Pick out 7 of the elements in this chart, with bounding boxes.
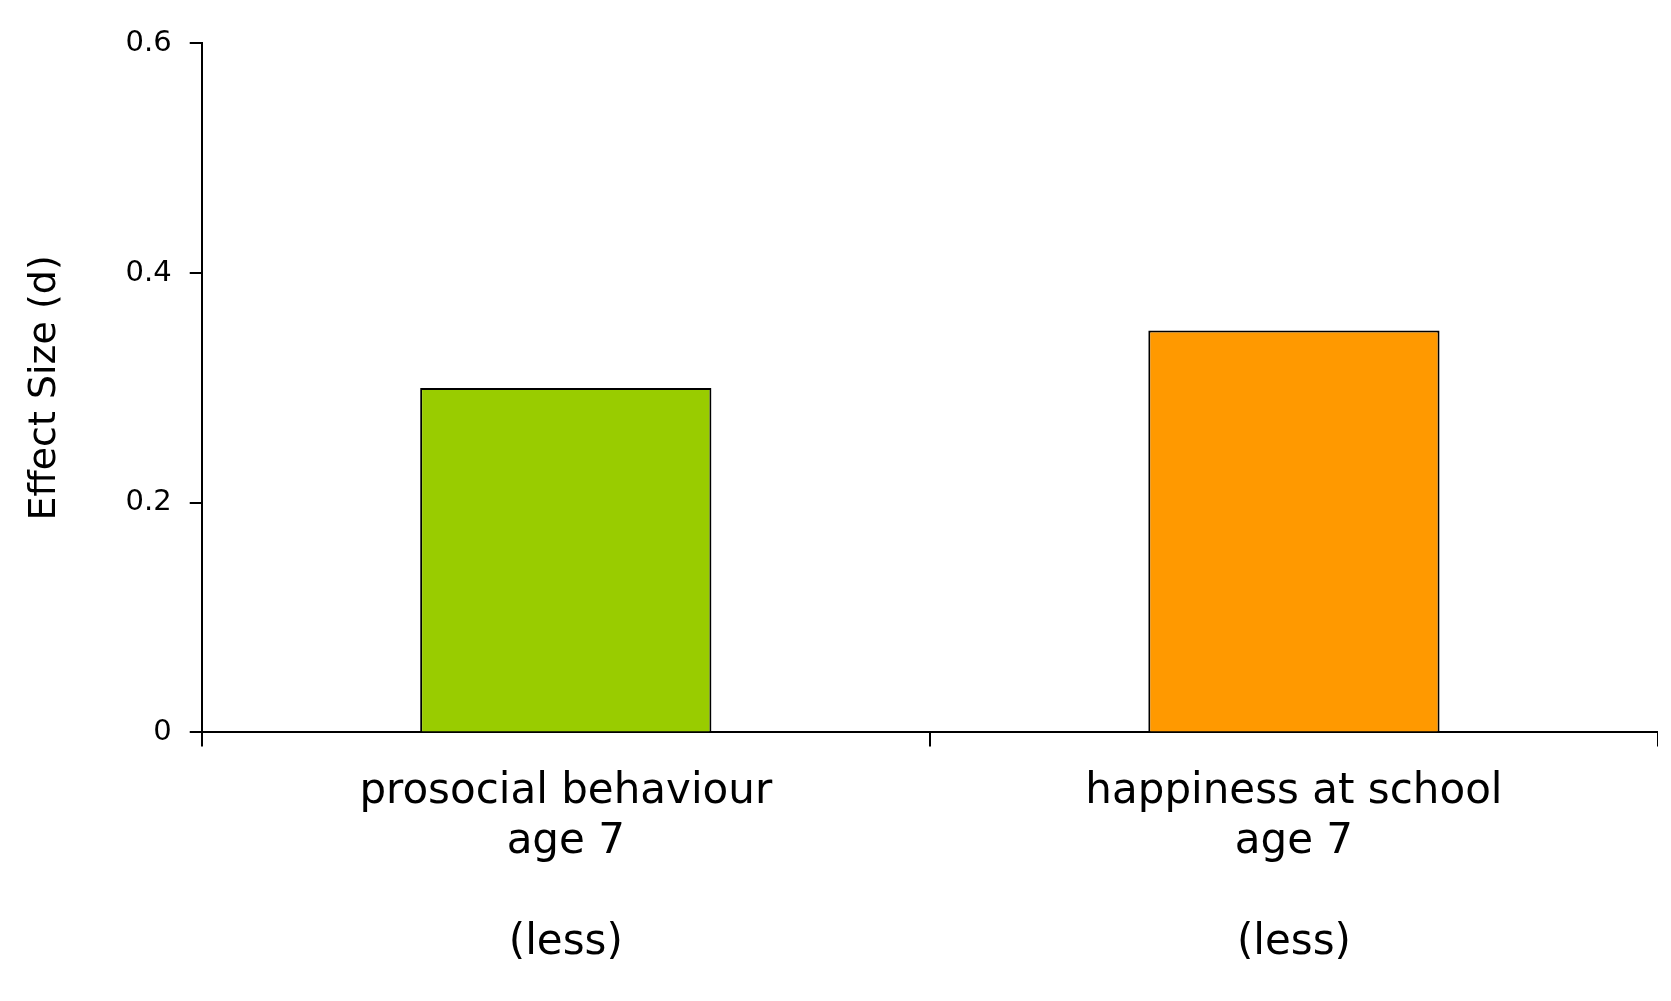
category-label: prosocial behaviour age 7 (less): [359, 763, 773, 964]
y-tick-label: 0: [153, 712, 172, 747]
y-axis-title: Effect Size (d): [19, 255, 64, 521]
y-tick-label: 0.2: [125, 483, 172, 518]
y-tick-label: 0.4: [125, 253, 172, 288]
category-label: happiness at school age 7 (less): [1085, 763, 1503, 964]
y-tick-label: 0.6: [125, 23, 172, 58]
